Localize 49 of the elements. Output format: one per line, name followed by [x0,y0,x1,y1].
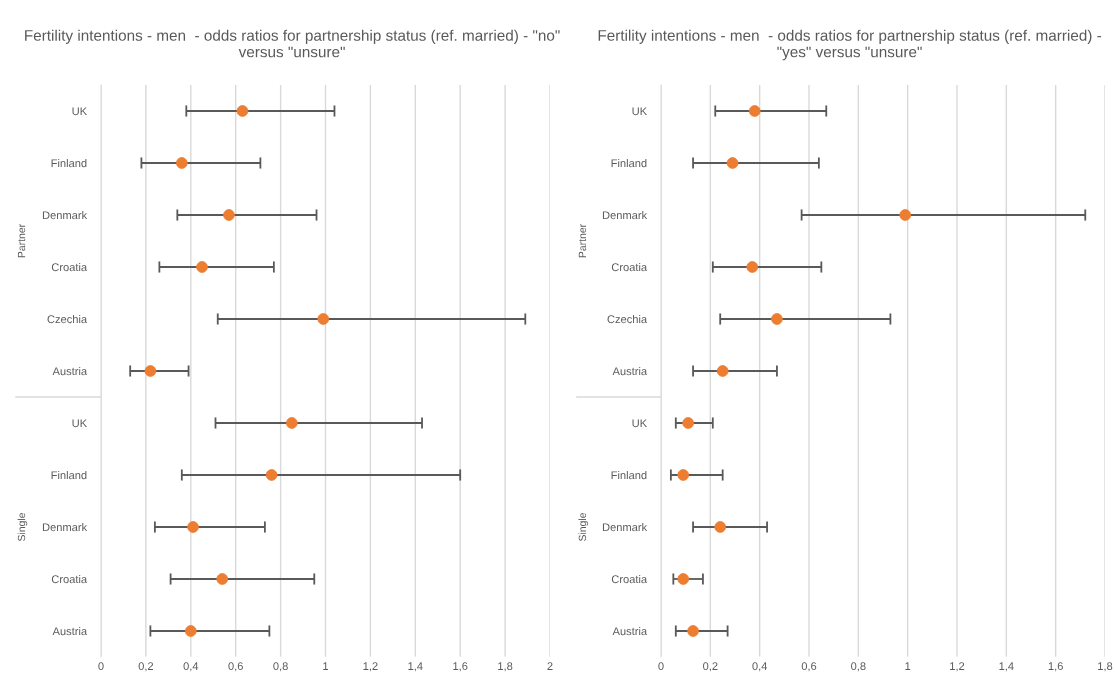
y-tick-label: Austria [52,626,88,636]
text: Single [17,512,28,541]
y-tick-label: Austria [612,366,648,376]
x-tick-label: 2 [547,662,553,670]
x-tick-label: 1,6 [453,662,468,672]
y-tick-label: Denmark [602,210,648,220]
y-tick-label: UK [632,107,647,116]
text: Single [578,512,589,541]
y-tick-label: Finland [611,470,647,480]
y-tick-label: Finland [51,158,87,168]
y-tick-label: Finland [51,470,87,480]
x-tick-label: 1,6 [1048,662,1063,672]
x-tick-label: 0 [658,662,664,671]
y-tick-label: Denmark [602,522,648,532]
y-tick-label: Croatia [611,574,648,584]
x-tick-label: 1,8 [498,662,513,672]
x-tick-label: 1 [905,662,911,670]
chart-title: Fertility intentions - men - odds ratios for partnership status (ref. married) - "no" versus "unsure" [25,29,560,58]
y-tick-label: Finland [611,158,647,168]
y-tick-label: UK [72,419,87,428]
y-tick-label: UK [632,419,647,428]
x-tick-label: 1,4 [999,662,1014,672]
x-tick-label: 0,8 [273,662,288,672]
y-tick-label: Croatia [51,262,88,272]
y-tick-label: Croatia [611,262,648,272]
x-tick-label: 0,2 [703,662,718,672]
y-tick-label: Austria [52,366,88,376]
y-tick-label: Czechia [47,314,88,324]
x-tick-label: 0,6 [801,662,817,672]
text: Partner [578,224,587,258]
x-tick-label: 0,6 [228,662,243,672]
y-tick-label: Austria [612,626,648,636]
y-tick-label: Czechia [607,314,648,324]
chart-title: Fertility intentions - men - odds ratios for partnership status (ref. married) - "yes" versus "unsure" [598,29,1102,61]
text: Partner [17,224,26,258]
x-tick-label: 1,8 [1098,662,1113,672]
y-tick-label: Denmark [42,210,88,220]
x-tick-label: 0 [98,662,104,671]
y-tick-label: Croatia [51,574,88,584]
x-tick-label: 0,2 [138,662,154,672]
y-tick-label: Denmark [42,522,88,532]
x-tick-label: 1,2 [363,662,378,672]
x-tick-label: 0,4 [183,662,199,672]
x-tick-label: 0,4 [752,662,768,672]
x-tick-label: 1,2 [950,662,965,672]
x-tick-label: 1 [323,662,329,670]
x-tick-label: 1,4 [408,662,423,672]
x-tick-label: 0,8 [851,662,866,672]
y-tick-label: UK [72,107,87,116]
